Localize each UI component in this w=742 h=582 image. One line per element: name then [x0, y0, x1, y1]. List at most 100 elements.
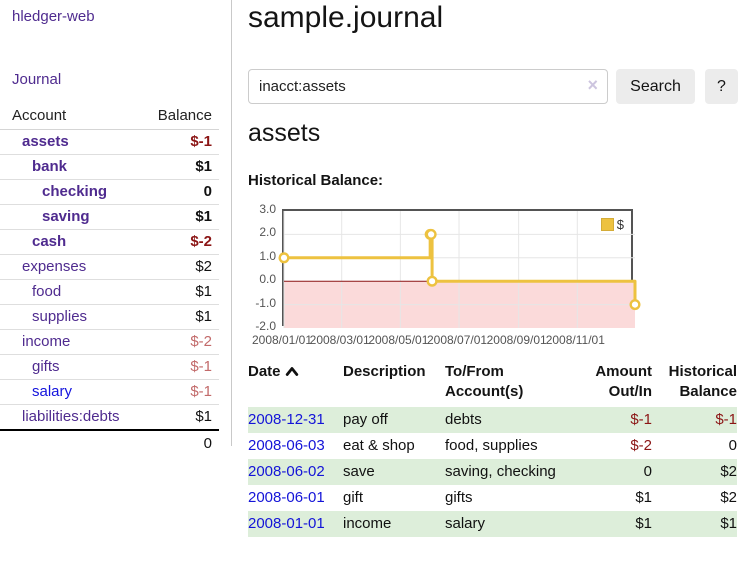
hledger-web-app: hledger-web Journal Account Balance asse…: [0, 0, 742, 582]
transaction-amount: 0: [577, 459, 652, 485]
transaction-row: 2008-06-03 eat & shopfood, supplies$-20: [248, 433, 737, 459]
account-balance: 0: [204, 183, 212, 201]
chart-x-axis-labels: 2008/01/012008/03/012008/05/012008/07/01…: [282, 333, 633, 349]
transaction-date-link[interactable]: 2008-06-02: [248, 463, 325, 480]
transaction-date-link[interactable]: 2008-06-03: [248, 437, 325, 454]
account-row: expenses $2: [0, 255, 219, 280]
account-balance: $-2: [190, 233, 212, 251]
clear-search-icon[interactable]: ×: [587, 75, 598, 96]
account-balance: $-2: [190, 333, 212, 351]
account-link[interactable]: salary: [0, 383, 72, 401]
transaction-balance: $1: [652, 511, 737, 537]
transaction-balance: 0: [652, 433, 737, 459]
transaction-balance: $-1: [652, 407, 737, 433]
account-row: gifts $-1: [0, 355, 219, 380]
account-link[interactable]: gifts: [0, 358, 60, 376]
chart-y-axis-labels: 3.02.01.00.0-1.0-2.0: [240, 209, 276, 326]
accounts-total-row: 0: [0, 429, 219, 456]
account-balance: $1: [195, 308, 212, 326]
amount-column-header: Amount Out/In: [577, 360, 652, 407]
transaction-balance: $2: [652, 485, 737, 511]
y-axis-tick-label: 3.0: [240, 201, 276, 217]
transaction-amount: $-2: [577, 433, 652, 459]
y-axis-tick-label: -2.0: [240, 318, 276, 334]
transaction-description: eat & shop: [343, 433, 445, 459]
brand-link[interactable]: hledger-web: [12, 8, 95, 25]
account-link[interactable]: assets: [0, 133, 69, 151]
transaction-accounts: saving, checking: [445, 459, 577, 485]
chart-canvas: [284, 211, 635, 328]
x-axis-tick-label: 2008/11/01: [539, 333, 611, 347]
transaction-date-link[interactable]: 2008-06-01: [248, 489, 325, 506]
transaction-amount: $-1: [577, 407, 652, 433]
transaction-balance: $2: [652, 459, 737, 485]
y-axis-tick-label: 2.0: [240, 224, 276, 240]
y-axis-tick-label: -1.0: [240, 295, 276, 311]
chart-legend: $: [599, 216, 626, 233]
account-row: bank $1: [0, 155, 219, 180]
account-link[interactable]: liabilities:debts: [0, 408, 120, 426]
y-axis-tick-label: 0.0: [240, 271, 276, 287]
balance-column-header: Balance: [158, 107, 212, 124]
transactions-table: Date Description To/From Account(s) Amou…: [248, 360, 737, 537]
balance-chart: $: [282, 209, 633, 326]
transaction-accounts: gifts: [445, 485, 577, 511]
y-axis-tick-label: 1.0: [240, 248, 276, 264]
balance-column-header-main: Historical Balance: [652, 360, 737, 407]
search-button[interactable]: Search: [616, 69, 695, 104]
account-row: salary $-1: [0, 380, 219, 405]
account-heading: assets: [248, 119, 320, 148]
account-balance: $-1: [190, 358, 212, 376]
description-column-header: Description: [343, 360, 445, 407]
transaction-amount: $1: [577, 511, 652, 537]
transaction-description: save: [343, 459, 445, 485]
date-column-header[interactable]: Date: [248, 360, 343, 407]
page-title: sample.journal: [248, 1, 443, 35]
account-row: liabilities:debts $1: [0, 405, 219, 429]
transaction-row: 2008-12-31pay offdebts$-1$-1: [248, 407, 737, 433]
account-link[interactable]: saving: [0, 208, 90, 226]
transaction-description: pay off: [343, 407, 445, 433]
accounts-list: assets $-1 bank $1 checking 0 saving $1 cash $-2 e…: [0, 130, 219, 429]
transactions-header-row: Date Description To/From Account(s) Amou…: [248, 360, 737, 407]
accounts-table-header: Account Balance: [0, 103, 219, 130]
accounts-table: Account Balance assets $-1 bank $1 checking 0…: [0, 103, 219, 456]
account-row: income $-2: [0, 330, 219, 355]
account-balance: $1: [195, 208, 212, 226]
transaction-row: 2008-06-02 savesaving, checking0$2: [248, 459, 737, 485]
transaction-date-link[interactable]: 2008-01-01: [248, 515, 325, 532]
account-link[interactable]: bank: [0, 158, 67, 176]
transaction-description: income: [343, 511, 445, 537]
account-balance: $2: [195, 258, 212, 276]
sidebar-divider: [231, 0, 232, 446]
transaction-accounts: food, supplies: [445, 433, 577, 459]
transaction-row: 2008-06-01 giftgifts$1$2: [248, 485, 737, 511]
account-row: cash $-2: [0, 230, 219, 255]
help-button[interactable]: ?: [705, 69, 738, 104]
account-balance: $-1: [190, 383, 212, 401]
account-link[interactable]: income: [0, 333, 70, 351]
account-balance: $1: [195, 158, 212, 176]
transaction-description: gift: [343, 485, 445, 511]
legend-label: $: [617, 217, 624, 232]
accounts-column-header: To/From Account(s): [445, 360, 577, 407]
account-row: supplies $1: [0, 305, 219, 330]
account-balance: $1: [195, 283, 212, 301]
account-link[interactable]: supplies: [0, 308, 87, 326]
sort-ascending-icon: [285, 363, 299, 383]
account-row: food $1: [0, 280, 219, 305]
search-input[interactable]: [248, 69, 608, 104]
account-link[interactable]: checking: [0, 183, 107, 201]
transaction-amount: $1: [577, 485, 652, 511]
transaction-row: 2008-01-01incomesalary$1$1: [248, 511, 737, 537]
search-input-wrap: ×: [248, 69, 608, 104]
transaction-accounts: debts: [445, 407, 577, 433]
account-balance: $1: [195, 408, 212, 426]
account-link[interactable]: cash: [0, 233, 66, 251]
sidebar-item-journal[interactable]: Journal: [12, 71, 61, 88]
account-link[interactable]: expenses: [0, 258, 86, 276]
account-row: saving $1: [0, 205, 219, 230]
account-column-header: Account: [12, 107, 66, 124]
account-link[interactable]: food: [0, 283, 61, 301]
transaction-date-link[interactable]: 2008-12-31: [248, 411, 325, 428]
